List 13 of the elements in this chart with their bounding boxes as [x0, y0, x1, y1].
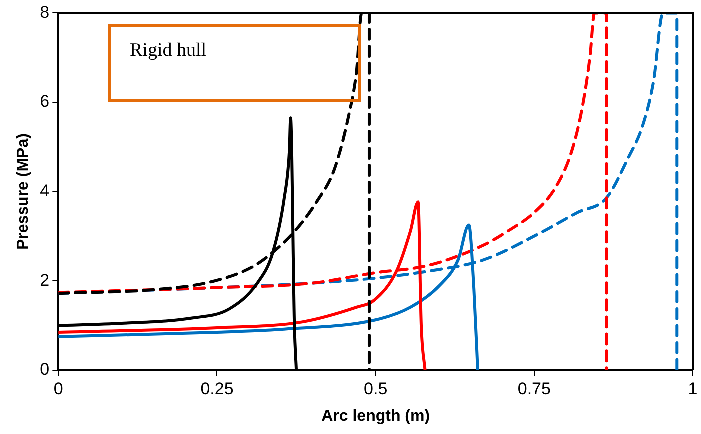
y-tick-label: 0 — [40, 360, 50, 380]
y-tick-label: 6 — [40, 92, 50, 112]
x-tick-label: 0.5 — [364, 379, 388, 398]
x-tick-label: 0.25 — [200, 379, 234, 398]
x-tick-label: 1 — [688, 379, 698, 398]
x-axis-title: Arc length (m) — [322, 408, 430, 425]
annotation: Rigid hull — [130, 40, 207, 62]
y-tick-label: 8 — [40, 2, 50, 22]
y-tick-label: 2 — [40, 270, 50, 290]
x-tick-label: 0.75 — [518, 379, 551, 398]
y-axis-title: Pressure (MPa) — [15, 134, 32, 250]
y-tick-label: 4 — [40, 181, 50, 200]
x-tick-label: 0 — [54, 379, 64, 398]
